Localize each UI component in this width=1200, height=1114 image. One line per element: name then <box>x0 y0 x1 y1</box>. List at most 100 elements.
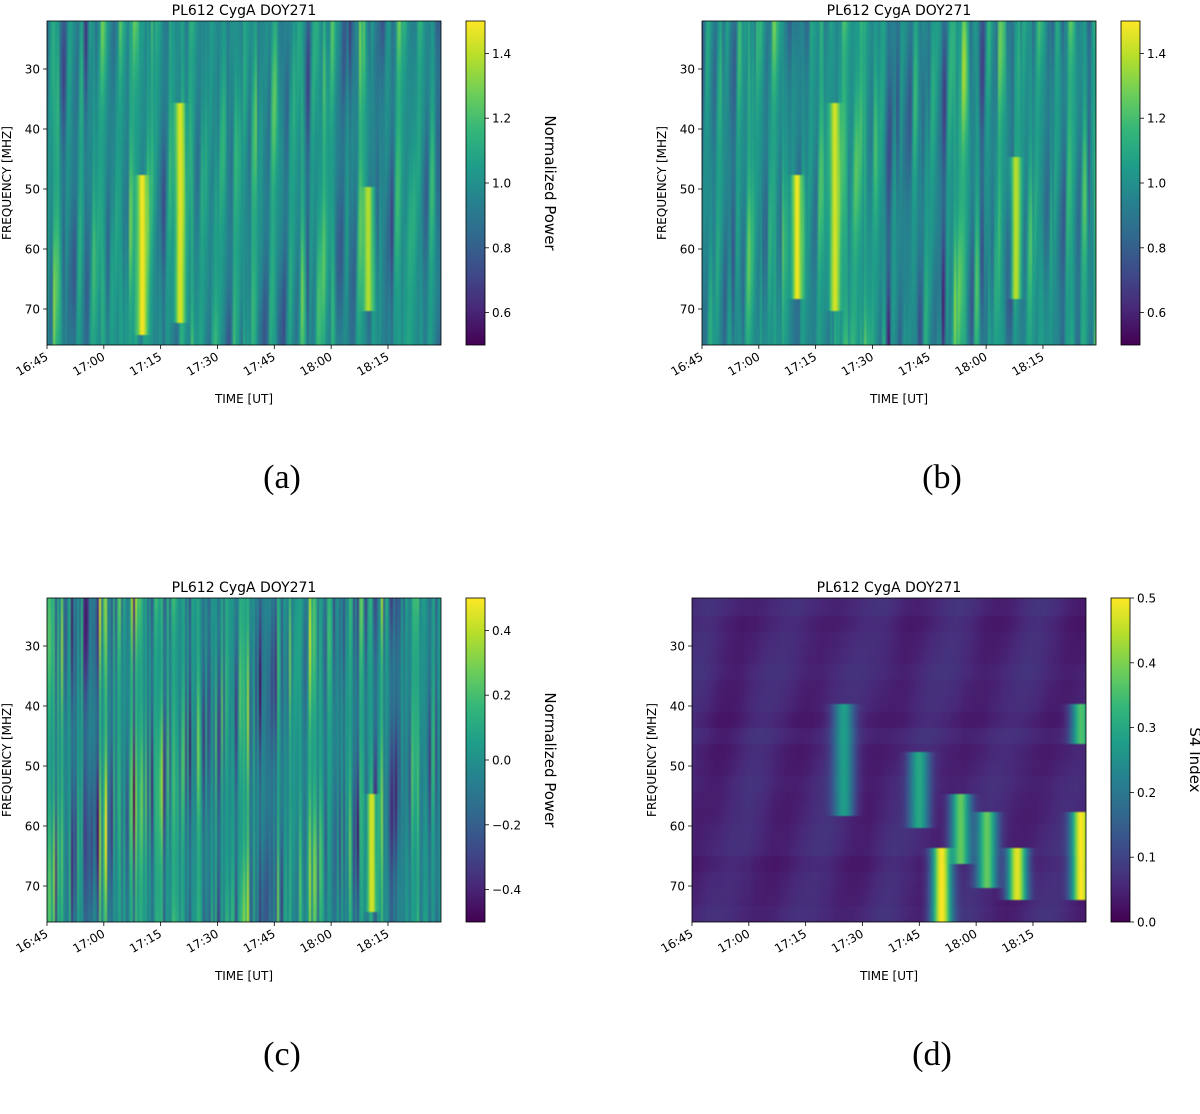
y-axis-label: FREQUENCY [MHZ] <box>645 703 659 817</box>
panel-d: PL612 CygA DOY271 16:45 17:00 17:15 17:30 17:… <box>645 577 1200 1114</box>
y-axis-label: FREQUENCY [MHZ] <box>0 703 14 817</box>
x-tick-label: 17:45 <box>896 349 933 378</box>
colorbar-tick-label: 0.5 <box>1137 592 1156 606</box>
colorbar-tick-label: 0.4 <box>1137 656 1156 670</box>
x-axis-label: TIME [UT] <box>214 392 273 406</box>
chart-a: PL612 CygA DOY271 16:45 17:00 17:15 17:30 17:… <box>0 3 559 406</box>
colorbar-tick-label: 0.2 <box>1137 786 1156 800</box>
x-axis-label: TIME [UT] <box>869 392 928 406</box>
colorbar-tick-label: 0.6 <box>492 306 511 320</box>
chart-c: PL612 CygA DOY271 16:45 17:00 17:15 17:30 17:… <box>0 580 559 983</box>
colorbar-tick-label: 0.0 <box>492 754 511 768</box>
y-tick-label: 50 <box>680 183 695 197</box>
y-tick-label: 30 <box>25 640 40 654</box>
x-tick-label: 17:15 <box>127 926 164 955</box>
plot-frame <box>46 597 442 923</box>
chart-title: PL612 CygA DOY271 <box>172 580 317 596</box>
caption-d: (d) <box>912 1036 952 1073</box>
y-tick-label: 60 <box>25 820 40 834</box>
colorbar-tick-label: 1.4 <box>492 47 511 61</box>
y-tick-label: 40 <box>670 700 685 714</box>
colorbar <box>1120 20 1141 346</box>
chart-title: PL612 CygA DOY271 <box>827 3 972 19</box>
chart-title: PL612 CygA DOY271 <box>172 3 317 19</box>
y-tick-label: 60 <box>680 243 695 257</box>
chart-title: PL612 CygA DOY271 <box>817 580 962 596</box>
x-tick-label: 17:15 <box>772 926 809 955</box>
colorbar <box>465 20 486 346</box>
x-tick-label: 17:00 <box>725 349 762 378</box>
x-tick-label: 18:00 <box>943 926 980 955</box>
x-tick-label: 17:45 <box>241 926 278 955</box>
chart-d: PL612 CygA DOY271 16:45 17:00 17:15 17:30 17:… <box>645 580 1200 983</box>
colorbar-tick-label: 0.0 <box>1137 916 1156 930</box>
y-tick-label: 70 <box>25 880 40 894</box>
colorbar-tick-label: 1.2 <box>492 112 511 126</box>
y-tick-label: 30 <box>680 63 695 77</box>
colorbar-tick-label: 1.0 <box>492 177 511 191</box>
y-axis-label: FREQUENCY [MHZ] <box>655 126 669 240</box>
heatmap-image <box>47 21 441 345</box>
colorbar-tick-label: 0.2 <box>492 689 511 703</box>
y-tick-label: 50 <box>25 183 40 197</box>
colorbar-label: S4 Index <box>1186 727 1200 792</box>
y-tick-label: 70 <box>680 303 695 317</box>
colorbar-tick-label: 1.2 <box>1147 112 1166 126</box>
panel-b: PL612 CygA DOY271 16:45 17:00 17:15 17:30 17:… <box>655 0 1200 537</box>
x-tick-label: 17:00 <box>70 926 107 955</box>
y-tick-label: 40 <box>25 700 40 714</box>
x-tick-label: 18:15 <box>1000 926 1037 955</box>
colorbar-tick-label: 0.8 <box>492 241 511 255</box>
chart-b: PL612 CygA DOY271 16:45 17:00 17:15 17:30 17:… <box>655 3 1200 406</box>
x-tick-label: 17:30 <box>829 926 866 955</box>
x-tick-label: 17:00 <box>715 926 752 955</box>
colorbar-tick-label: 0.6 <box>1147 306 1166 320</box>
plot-frame <box>46 20 442 346</box>
x-tick-label: 16:45 <box>669 349 706 378</box>
colorbar <box>1110 597 1131 923</box>
caption-c: (c) <box>263 1036 301 1073</box>
y-tick-label: 60 <box>25 243 40 257</box>
colorbar-label: Normalized Power <box>1196 115 1200 251</box>
colorbar-tick-label: 1.0 <box>1147 177 1166 191</box>
heatmap-image <box>702 21 1096 345</box>
colorbar-tick-label: 0.3 <box>1137 721 1156 735</box>
panel-c: PL612 CygA DOY271 16:45 17:00 17:15 17:30 17:… <box>0 577 600 1114</box>
colorbar-tick-label: −0.2 <box>492 818 521 832</box>
heatmap-image <box>692 598 1086 922</box>
x-tick-label: 18:15 <box>1010 349 1047 378</box>
x-tick-label: 17:45 <box>886 926 923 955</box>
x-tick-label: 18:15 <box>355 926 392 955</box>
x-tick-label: 17:30 <box>839 349 876 378</box>
x-tick-label: 17:45 <box>241 349 278 378</box>
x-tick-label: 16:45 <box>659 926 696 955</box>
caption-b: (b) <box>922 459 962 496</box>
colorbar <box>465 597 486 923</box>
x-tick-label: 17:30 <box>184 926 221 955</box>
y-tick-label: 70 <box>670 880 685 894</box>
y-tick-label: 40 <box>680 123 695 137</box>
x-tick-label: 18:15 <box>355 349 392 378</box>
heatmap-image <box>47 598 441 922</box>
x-tick-label: 17:30 <box>184 349 221 378</box>
x-tick-label: 17:15 <box>127 349 164 378</box>
y-tick-label: 50 <box>670 760 685 774</box>
y-tick-label: 30 <box>670 640 685 654</box>
y-tick-label: 40 <box>25 123 40 137</box>
x-tick-label: 18:00 <box>298 349 335 378</box>
colorbar-tick-label: 0.4 <box>492 624 511 638</box>
x-axis-label: TIME [UT] <box>859 969 918 983</box>
caption-a: (a) <box>263 459 301 496</box>
plot-frame <box>691 597 1087 923</box>
colorbar-label: Normalized Power <box>541 115 559 251</box>
x-tick-label: 16:45 <box>14 349 51 378</box>
y-tick-label: 70 <box>25 303 40 317</box>
panel-a: PL612 CygA DOY271 16:45 17:00 17:15 17:30 17:… <box>0 0 600 537</box>
colorbar-tick-label: 0.1 <box>1137 851 1156 865</box>
y-tick-label: 30 <box>25 63 40 77</box>
x-tick-label: 18:00 <box>953 349 990 378</box>
plot-frame <box>701 20 1097 346</box>
y-axis-label: FREQUENCY [MHZ] <box>0 126 14 240</box>
x-tick-label: 18:00 <box>298 926 335 955</box>
y-tick-label: 50 <box>25 760 40 774</box>
